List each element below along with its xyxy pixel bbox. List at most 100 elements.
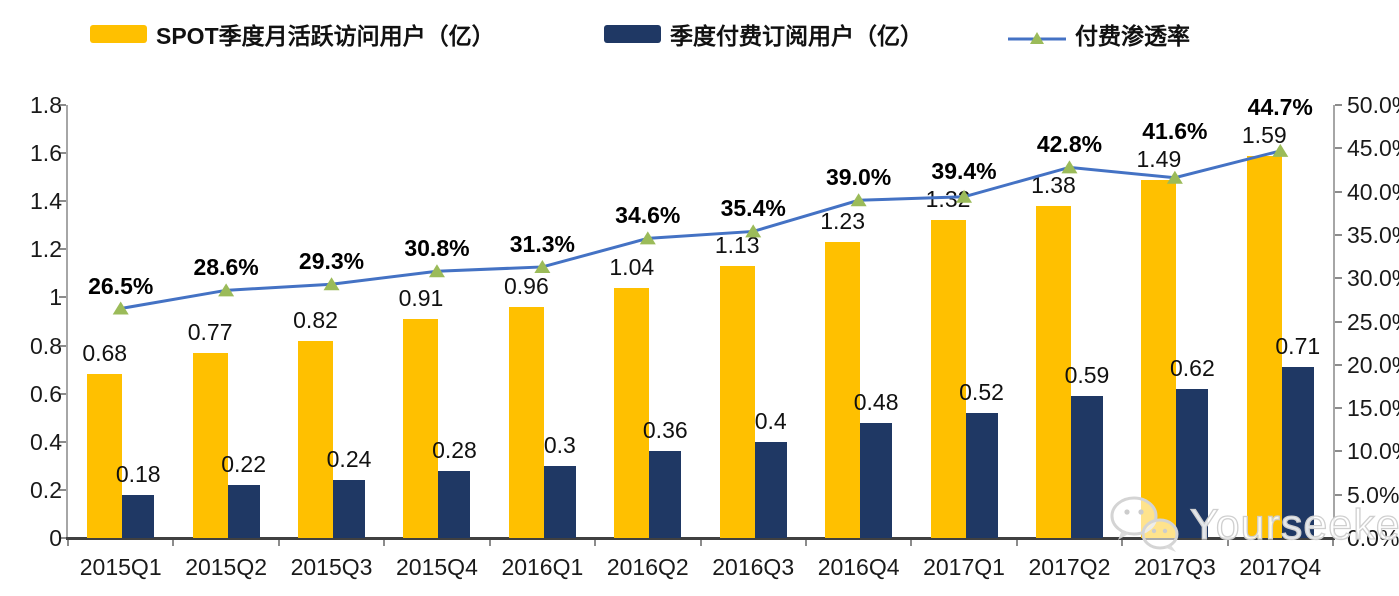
x-axis-category-label: 2016Q3 — [712, 554, 795, 580]
legend-label-penetration: 付费渗透率 — [1075, 23, 1190, 49]
subs-bar — [543, 465, 576, 538]
penetration-marker-icon — [218, 283, 235, 297]
left-axis-tick-label: 1 — [49, 284, 62, 311]
right-axis-tick — [1335, 233, 1342, 236]
mau-bar — [87, 374, 123, 538]
subs-value-label: 0.3 — [543, 431, 576, 458]
mau-value-label: 0.77 — [187, 318, 233, 345]
left-axis-tick — [59, 248, 66, 251]
subs-bar — [1281, 367, 1314, 538]
x-axis-category-label: 2017Q3 — [1133, 554, 1216, 580]
right-axis-tick — [1335, 190, 1342, 193]
penetration-value-label: 42.8% — [1036, 131, 1103, 158]
subs-value-label: 0.59 — [1064, 362, 1110, 389]
subs-value-label: 0.62 — [1169, 354, 1215, 381]
x-axis-category-label: 2016Q1 — [501, 554, 584, 580]
legend-label-mau: SPOT季度月活跃访问用户（亿） — [156, 23, 495, 49]
mau-bar — [192, 352, 228, 538]
right-axis-tick-label: 25.0% — [1347, 308, 1399, 335]
left-axis-line — [66, 105, 68, 538]
left-axis-tick — [59, 104, 66, 106]
watermark: Yourseeker — [1104, 492, 1399, 558]
mau-bar — [614, 287, 650, 538]
left-axis-tick — [59, 152, 66, 155]
subs-bar — [649, 451, 682, 538]
mau-value-label: 0.96 — [503, 273, 549, 300]
penetration-marker-icon — [850, 193, 867, 207]
penetration-value-label: 30.8% — [404, 235, 470, 262]
right-axis-tick — [1335, 147, 1342, 150]
x-axis-tick — [277, 540, 280, 546]
left-axis-tick — [59, 296, 66, 299]
penetration-marker-icon — [323, 277, 340, 291]
subs-bar — [438, 470, 471, 538]
right-axis-tick — [1335, 537, 1342, 539]
subs-bar — [1176, 388, 1209, 538]
penetration-value-label: 39.0% — [826, 164, 892, 191]
right-axis-tick-label: 20.0% — [1347, 351, 1399, 378]
watermark-text: Yourseeker — [1189, 500, 1399, 549]
mau-value-label: 0.68 — [82, 340, 128, 367]
wechat-icon — [1104, 492, 1186, 558]
penetration-marker-icon — [112, 301, 129, 315]
subs-value-label: 0.52 — [959, 378, 1004, 405]
mau-bar — [508, 307, 544, 538]
x-axis-tick — [1226, 540, 1229, 546]
left-axis-tick — [59, 488, 66, 491]
left-axis-tick-label: 0.6 — [30, 380, 62, 407]
right-axis-tick-label: 0.0% — [1347, 525, 1399, 551]
x-axis-tick — [910, 540, 913, 546]
mau-bar — [719, 266, 755, 538]
x-axis-category-label: 2017Q4 — [1239, 554, 1322, 580]
right-axis-tick — [1335, 493, 1342, 496]
x-axis-category-label: 2015Q1 — [79, 554, 162, 580]
penetration-marker-icon — [428, 264, 445, 278]
right-axis-tick — [1335, 320, 1342, 323]
legend-label-subs: 季度付费订阅用户（亿） — [670, 23, 923, 49]
legend-item-mau: SPOT季度月活跃访问用户（亿） — [90, 17, 495, 51]
x-axis-tick — [67, 540, 69, 546]
subs-swatch-icon — [604, 25, 661, 43]
x-axis-category-label: 2017Q2 — [1028, 554, 1111, 580]
penetration-marker-icon — [639, 231, 656, 245]
subs-value-label: 0.48 — [853, 388, 899, 415]
penetration-value-label: 41.6% — [1142, 117, 1208, 144]
left-axis-tick-label: 1.2 — [30, 236, 62, 263]
x-axis-tick — [804, 540, 807, 546]
left-axis-tick-label: 0.4 — [30, 428, 62, 455]
subs-value-label: 0.4 — [754, 407, 787, 434]
right-axis-tick-label: 10.0% — [1347, 438, 1399, 465]
right-axis-tick-label: 40.0% — [1347, 178, 1399, 205]
x-axis-category-label: 2015Q3 — [290, 554, 373, 580]
x-axis-category-label: 2016Q2 — [606, 554, 689, 580]
x-axis-tick — [594, 540, 597, 546]
penetration-value-label: 28.6% — [193, 254, 259, 281]
mau-bar — [298, 340, 334, 538]
subs-value-label: 0.24 — [326, 446, 372, 473]
subs-bar — [333, 480, 366, 538]
subs-value-label: 0.71 — [1275, 333, 1321, 360]
right-axis-tick-label: 5.0% — [1347, 481, 1399, 508]
left-axis-tick — [59, 200, 66, 203]
left-axis-tick — [59, 440, 66, 443]
x-axis-tick — [488, 540, 491, 546]
right-axis-tick-label: 50.0% — [1347, 92, 1399, 118]
subs-value-label: 0.36 — [642, 417, 688, 444]
left-axis-tick-label: 1.4 — [30, 188, 62, 215]
x-axis-tick — [383, 540, 386, 546]
left-axis-tick-label: 0.8 — [30, 332, 62, 359]
x-axis-tick — [1121, 540, 1124, 546]
subs-value-label: 0.18 — [115, 460, 161, 487]
penetration-value-label: 26.5% — [88, 272, 154, 299]
left-axis-tick-label: 0 — [49, 525, 62, 551]
mau-value-label: 1.13 — [714, 232, 760, 259]
right-axis-tick-label: 35.0% — [1347, 221, 1399, 248]
penetration-marker-icon — [534, 259, 551, 273]
x-axis-category-label: 2015Q4 — [396, 554, 478, 580]
subs-value-label: 0.28 — [432, 436, 477, 463]
left-axis-tick-label: 1.6 — [30, 140, 62, 167]
right-axis-line — [1333, 105, 1335, 538]
subs-value-label: 0.22 — [221, 451, 266, 478]
right-axis-tick — [1335, 450, 1342, 453]
penetration-value-label: 44.7% — [1247, 93, 1313, 120]
